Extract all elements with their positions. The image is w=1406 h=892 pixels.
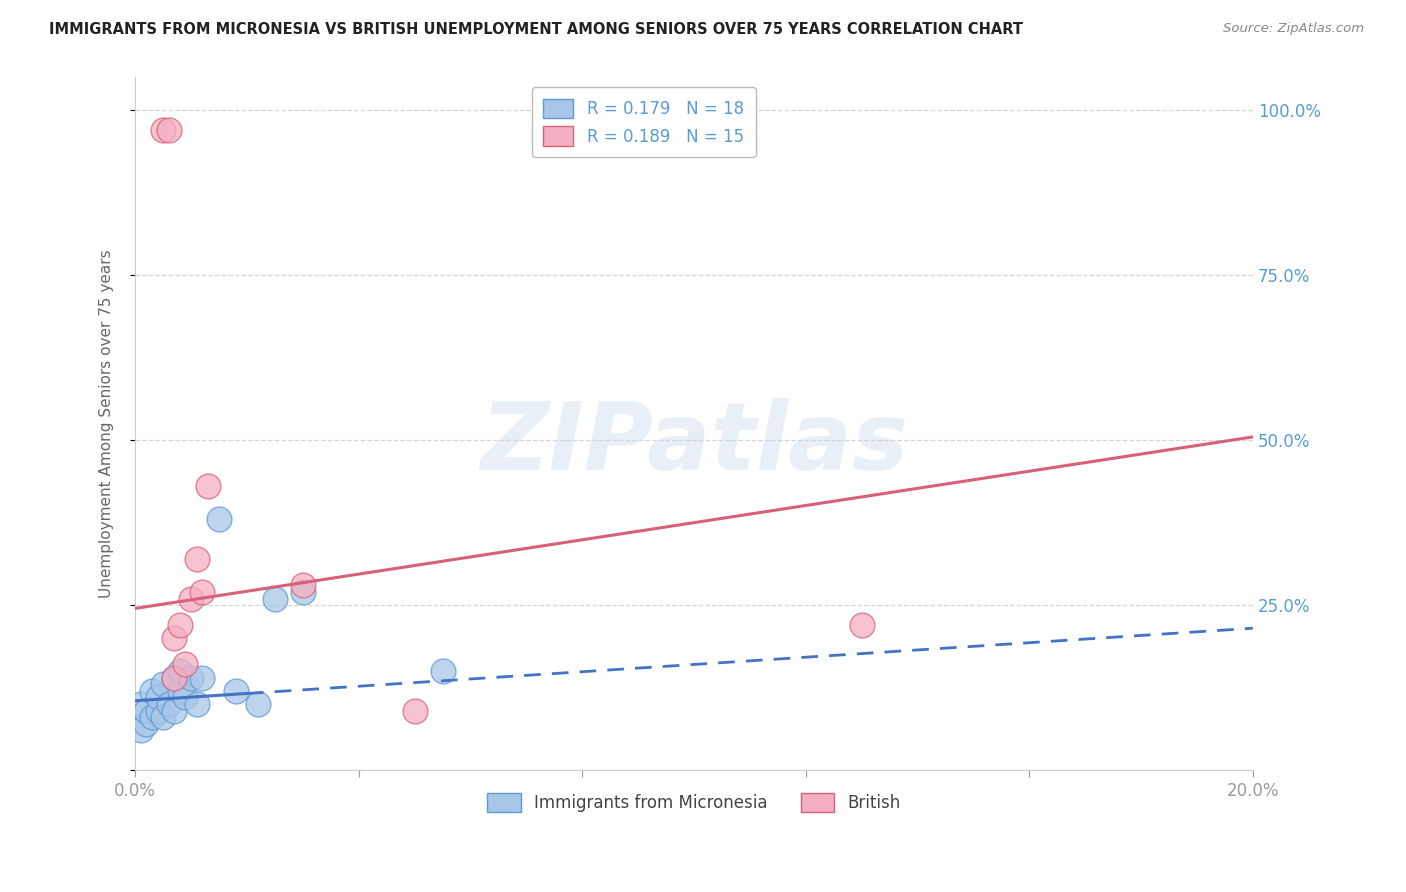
Point	[163, 631, 186, 645]
Point	[247, 697, 270, 711]
Text: IMMIGRANTS FROM MICRONESIA VS BRITISH UNEMPLOYMENT AMONG SENIORS OVER 75 YEARS C: IMMIGRANTS FROM MICRONESIA VS BRITISH UN…	[49, 22, 1024, 37]
Point	[163, 671, 186, 685]
Point	[129, 723, 152, 738]
Point	[191, 585, 214, 599]
Text: ZIPatlas: ZIPatlas	[479, 399, 908, 491]
Point	[152, 677, 174, 691]
Point	[163, 704, 186, 718]
Point	[174, 690, 197, 705]
Point	[291, 585, 314, 599]
Y-axis label: Unemployment Among Seniors over 75 years: Unemployment Among Seniors over 75 years	[100, 250, 114, 598]
Point	[157, 123, 180, 137]
Point	[129, 697, 152, 711]
Point	[169, 683, 191, 698]
Point	[197, 479, 219, 493]
Point	[432, 664, 454, 678]
Point	[851, 618, 873, 632]
Point	[157, 697, 180, 711]
Point	[186, 552, 208, 566]
Point	[169, 618, 191, 632]
Point	[135, 704, 157, 718]
Point	[152, 123, 174, 137]
Point	[186, 697, 208, 711]
Point	[264, 591, 287, 606]
Legend: Immigrants from Micronesia, British: Immigrants from Micronesia, British	[475, 781, 912, 824]
Point	[163, 671, 186, 685]
Point	[191, 671, 214, 685]
Point	[404, 704, 426, 718]
Point	[208, 512, 231, 526]
Text: Source: ZipAtlas.com: Source: ZipAtlas.com	[1223, 22, 1364, 36]
Point	[169, 664, 191, 678]
Point	[141, 710, 163, 724]
Point	[180, 591, 202, 606]
Point	[146, 704, 169, 718]
Point	[291, 578, 314, 592]
Point	[225, 683, 247, 698]
Point	[152, 710, 174, 724]
Point	[174, 657, 197, 672]
Point	[135, 716, 157, 731]
Point	[141, 683, 163, 698]
Point	[180, 671, 202, 685]
Point	[146, 690, 169, 705]
